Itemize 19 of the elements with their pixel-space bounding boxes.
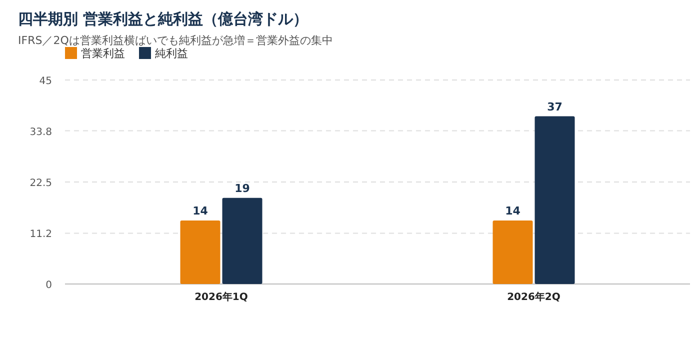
y-tick-label: 22.5 bbox=[30, 178, 52, 189]
bar bbox=[180, 220, 220, 284]
data-label: 14 bbox=[192, 204, 208, 218]
data-label: 37 bbox=[547, 100, 562, 114]
legend-label: 純利益 bbox=[155, 47, 188, 60]
chart-title: 四半期別 営業利益と純利益（億台湾ドル） bbox=[18, 10, 308, 28]
x-tick-label: 2026年1Q bbox=[194, 291, 248, 303]
y-tick-label: 0 bbox=[46, 280, 52, 291]
bar bbox=[534, 116, 575, 284]
y-tick-label: 45 bbox=[39, 76, 52, 87]
bar bbox=[492, 220, 533, 284]
bar bbox=[222, 198, 262, 284]
data-label: 14 bbox=[505, 204, 521, 218]
x-tick-label: 2026年2Q bbox=[507, 291, 560, 303]
y-tick-label: 33.8 bbox=[30, 126, 52, 138]
chart-subtitle: IFRS／2Qは営業利益横ばいでも純利益が急増＝営業外益の集中 bbox=[18, 34, 333, 47]
legend-label: 営業利益 bbox=[81, 47, 125, 60]
data-label: 19 bbox=[234, 182, 250, 195]
y-tick-label: 11.2 bbox=[30, 229, 52, 240]
